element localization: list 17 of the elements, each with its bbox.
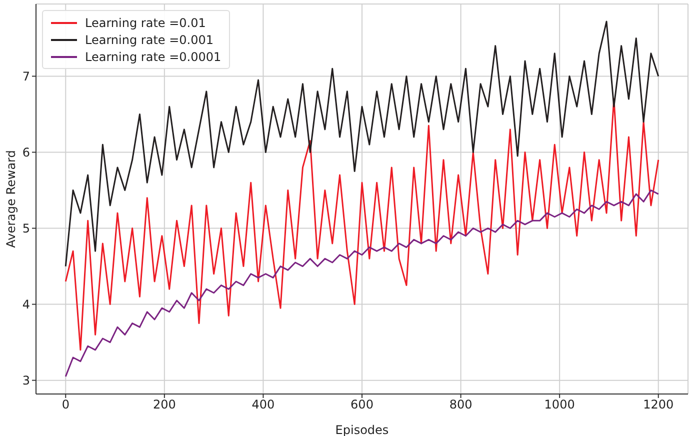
y-tick-label: 7 [22,69,30,84]
x-tick-label: 800 [449,398,472,412]
y-tick-label: 4 [22,298,30,312]
x-tick-label: 600 [350,398,374,412]
legend-label: Learning rate =0.0001 [85,50,222,64]
x-tick-label: 0 [62,398,70,412]
x-tick-label: 1000 [544,398,575,412]
x-tick-label: 1200 [643,398,674,412]
legend-label: Learning rate =0.01 [85,16,206,30]
y-tick-label: 5 [22,222,30,236]
y-tick-label: 6 [22,146,30,160]
y-axis-title: Average Reward [4,150,18,248]
legend-label: Learning rate =0.001 [85,32,214,46]
x-tick-label: 400 [252,398,275,412]
y-tick-label: 3 [22,374,30,388]
x-tick-label: 200 [152,398,176,412]
line-series [64,190,660,378]
